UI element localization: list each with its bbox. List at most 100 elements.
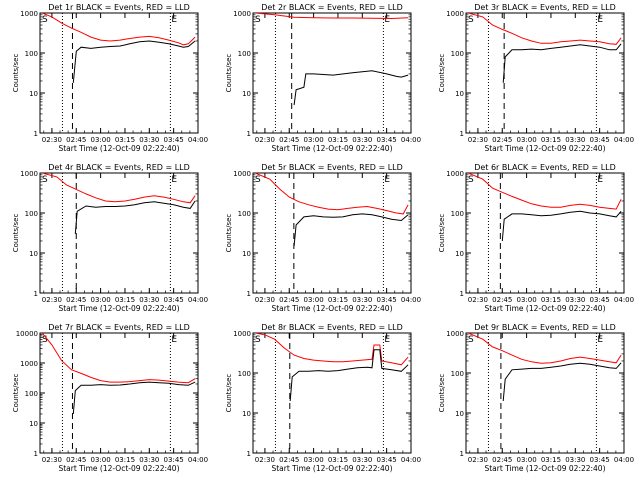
plot-frame — [252, 172, 412, 294]
y-axis-label: Counts/sec — [438, 374, 446, 413]
start-marker-label: S — [468, 175, 474, 185]
end-marker-label: E — [384, 335, 390, 345]
x-tick-label: 04:00 — [401, 136, 421, 144]
panel-title: Det 5r BLACK = Events, RED = LLD — [261, 163, 403, 172]
y-tick-label: 10 — [242, 250, 251, 258]
plot-frame — [39, 332, 199, 454]
y-tick-label: 1 — [34, 130, 38, 138]
x-tick-label: 02:30 — [42, 296, 62, 304]
x-tick-label: 04:00 — [614, 296, 634, 304]
end-marker-label: E — [384, 15, 390, 25]
x-tick-label: 03:45 — [377, 136, 397, 144]
y-tick-label: 100 — [25, 390, 38, 398]
y-axis-label: Counts/sec — [12, 54, 20, 93]
x-tick-label: 03:15 — [541, 296, 561, 304]
panel-6: Det 6r BLACK = Events, RED = LLD 1 10 100 10… — [438, 163, 634, 313]
panel-title: Det 6r BLACK = Events, RED = LLD — [474, 163, 616, 172]
x-tick-label: 03:30 — [565, 136, 585, 144]
y-axis-label: Counts/sec — [438, 54, 446, 93]
series-lld-line — [468, 13, 622, 45]
x-tick-label: 02:45 — [66, 456, 86, 464]
y-tick-label: 1000 — [233, 170, 251, 178]
plot-frame — [252, 12, 412, 134]
series-events-line — [502, 362, 622, 402]
y-tick-label: 10 — [242, 410, 251, 418]
x-tick-label: 02:30 — [255, 296, 275, 304]
x-tick-label: 03:30 — [352, 296, 372, 304]
x-tick-label: 03:30 — [565, 456, 585, 464]
x-axis-label: Start Time (12-Oct-09 02:22:40) — [58, 144, 179, 153]
x-tick-label: 03:00 — [91, 296, 111, 304]
x-tick-label: 03:30 — [352, 456, 372, 464]
x-tick-label: 04:00 — [614, 456, 634, 464]
x-tick-label: 03:15 — [115, 456, 135, 464]
x-tick-label: 02:45 — [492, 296, 512, 304]
y-axis-label: Counts/sec — [438, 214, 446, 253]
y-tick-label: 100 — [451, 370, 464, 378]
x-axis-label: Start Time (12-Oct-09 02:22:40) — [484, 144, 605, 153]
series-lld-line — [468, 333, 622, 364]
x-tick-label: 03:15 — [328, 136, 348, 144]
panel-5: Det 5r BLACK = Events, RED = LLD 1 10 100 10… — [225, 163, 421, 313]
x-tick-label: 03:45 — [590, 136, 610, 144]
x-tick-label: 03:45 — [590, 296, 610, 304]
panel-title: Det 3r BLACK = Events, RED = LLD — [474, 3, 616, 12]
end-marker-label: E — [597, 335, 603, 345]
x-tick-label: 02:45 — [66, 296, 86, 304]
y-tick-label: 100 — [451, 50, 464, 58]
y-tick-label: 1 — [460, 130, 464, 138]
plot-frame — [252, 332, 412, 454]
x-tick-label: 03:15 — [541, 456, 561, 464]
y-tick-label: 1000 — [233, 10, 251, 18]
x-axis-label: Start Time (12-Oct-09 02:22:40) — [58, 304, 179, 313]
y-axis-label: Counts/sec — [225, 54, 233, 93]
x-tick-label: 02:30 — [255, 456, 275, 464]
series-events-line — [72, 40, 196, 83]
x-axis-label: Start Time (12-Oct-09 02:22:40) — [271, 144, 392, 153]
x-tick-label: 02:45 — [492, 136, 512, 144]
x-tick-label: 03:30 — [565, 296, 585, 304]
x-tick-label: 03:15 — [328, 296, 348, 304]
y-tick-label: 100 — [238, 210, 251, 218]
y-axis-label: Counts/sec — [12, 214, 20, 253]
x-tick-label: 03:45 — [590, 456, 610, 464]
x-tick-label: 03:30 — [139, 136, 159, 144]
y-axis-label: Counts/sec — [12, 374, 20, 413]
y-tick-label: 10 — [455, 90, 464, 98]
y-tick-label: 1 — [34, 450, 38, 458]
end-marker-label: E — [384, 175, 390, 185]
panel-title: Det 1r BLACK = Events, RED = LLD — [48, 3, 190, 12]
x-tick-label: 02:30 — [468, 136, 488, 144]
start-marker-label: S — [255, 15, 261, 25]
x-tick-label: 03:00 — [304, 296, 324, 304]
x-tick-label: 03:00 — [517, 456, 537, 464]
series-events-line — [293, 70, 409, 106]
end-marker-label: E — [597, 15, 603, 25]
end-marker-label: E — [171, 15, 177, 25]
panel-7: Det 7r BLACK = Events, RED = LLD 1 10 100 10… — [12, 323, 208, 473]
panel-2: Det 2r BLACK = Events, RED = LLD 1 10 100 10… — [225, 3, 421, 153]
y-tick-label: 10000 — [16, 330, 38, 338]
panel-3: Det 3r BLACK = Events, RED = LLD 1 10 100 10… — [438, 3, 634, 153]
y-tick-label: 10 — [455, 250, 464, 258]
y-tick-label: 1 — [460, 290, 464, 298]
y-tick-label: 1 — [247, 130, 251, 138]
x-tick-label: 03:15 — [115, 296, 135, 304]
series-events-line — [74, 200, 196, 234]
y-tick-label: 1 — [460, 450, 464, 458]
panel-title: Det 9r BLACK = Events, RED = LLD — [474, 323, 616, 332]
start-marker-label: S — [42, 15, 48, 25]
series-events-line — [293, 213, 409, 247]
x-tick-label: 03:00 — [91, 136, 111, 144]
series-lld-line — [255, 173, 409, 215]
x-tick-label: 02:30 — [468, 456, 488, 464]
end-marker-label: E — [171, 335, 177, 345]
panel-title: Det 2r BLACK = Events, RED = LLD — [261, 3, 403, 12]
x-axis-label: Start Time (12-Oct-09 02:22:40) — [271, 304, 392, 313]
y-tick-label: 100 — [25, 50, 38, 58]
series-lld-line — [42, 13, 196, 46]
series-events-line — [289, 349, 409, 402]
y-tick-label: 1000 — [233, 330, 251, 338]
y-axis-label: Counts/sec — [225, 214, 233, 253]
x-axis-label: Start Time (12-Oct-09 02:22:40) — [271, 464, 392, 473]
